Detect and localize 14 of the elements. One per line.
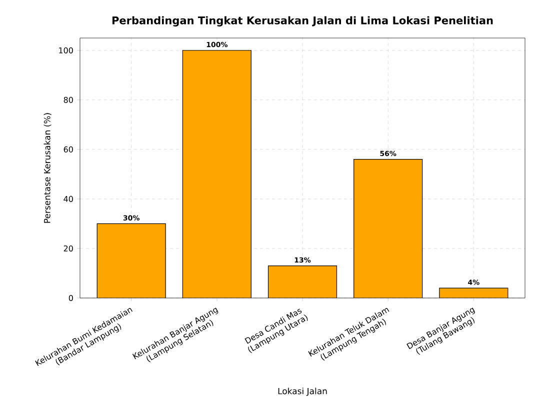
y-tick-label: 80 — [64, 96, 73, 103]
x-axis-title: Lokasi Jalan — [278, 388, 327, 396]
y-tick-label: 0 — [68, 294, 73, 302]
y-tick-label: 20 — [64, 245, 73, 252]
bar — [439, 288, 508, 298]
y-tick-label: 100 — [59, 47, 73, 54]
y-axis-title: Persentase Kerusakan (%) — [44, 113, 52, 223]
bar — [354, 159, 422, 298]
bar — [97, 224, 166, 298]
bar — [182, 50, 252, 298]
y-tick-label: 40 — [64, 196, 73, 202]
y-tick-label: 60 — [64, 146, 73, 152]
chart-title: Perbandingan Tingkat Kerusakan Jalan di Lima Lokasi Penelitian — [112, 16, 493, 26]
bar — [268, 266, 337, 298]
